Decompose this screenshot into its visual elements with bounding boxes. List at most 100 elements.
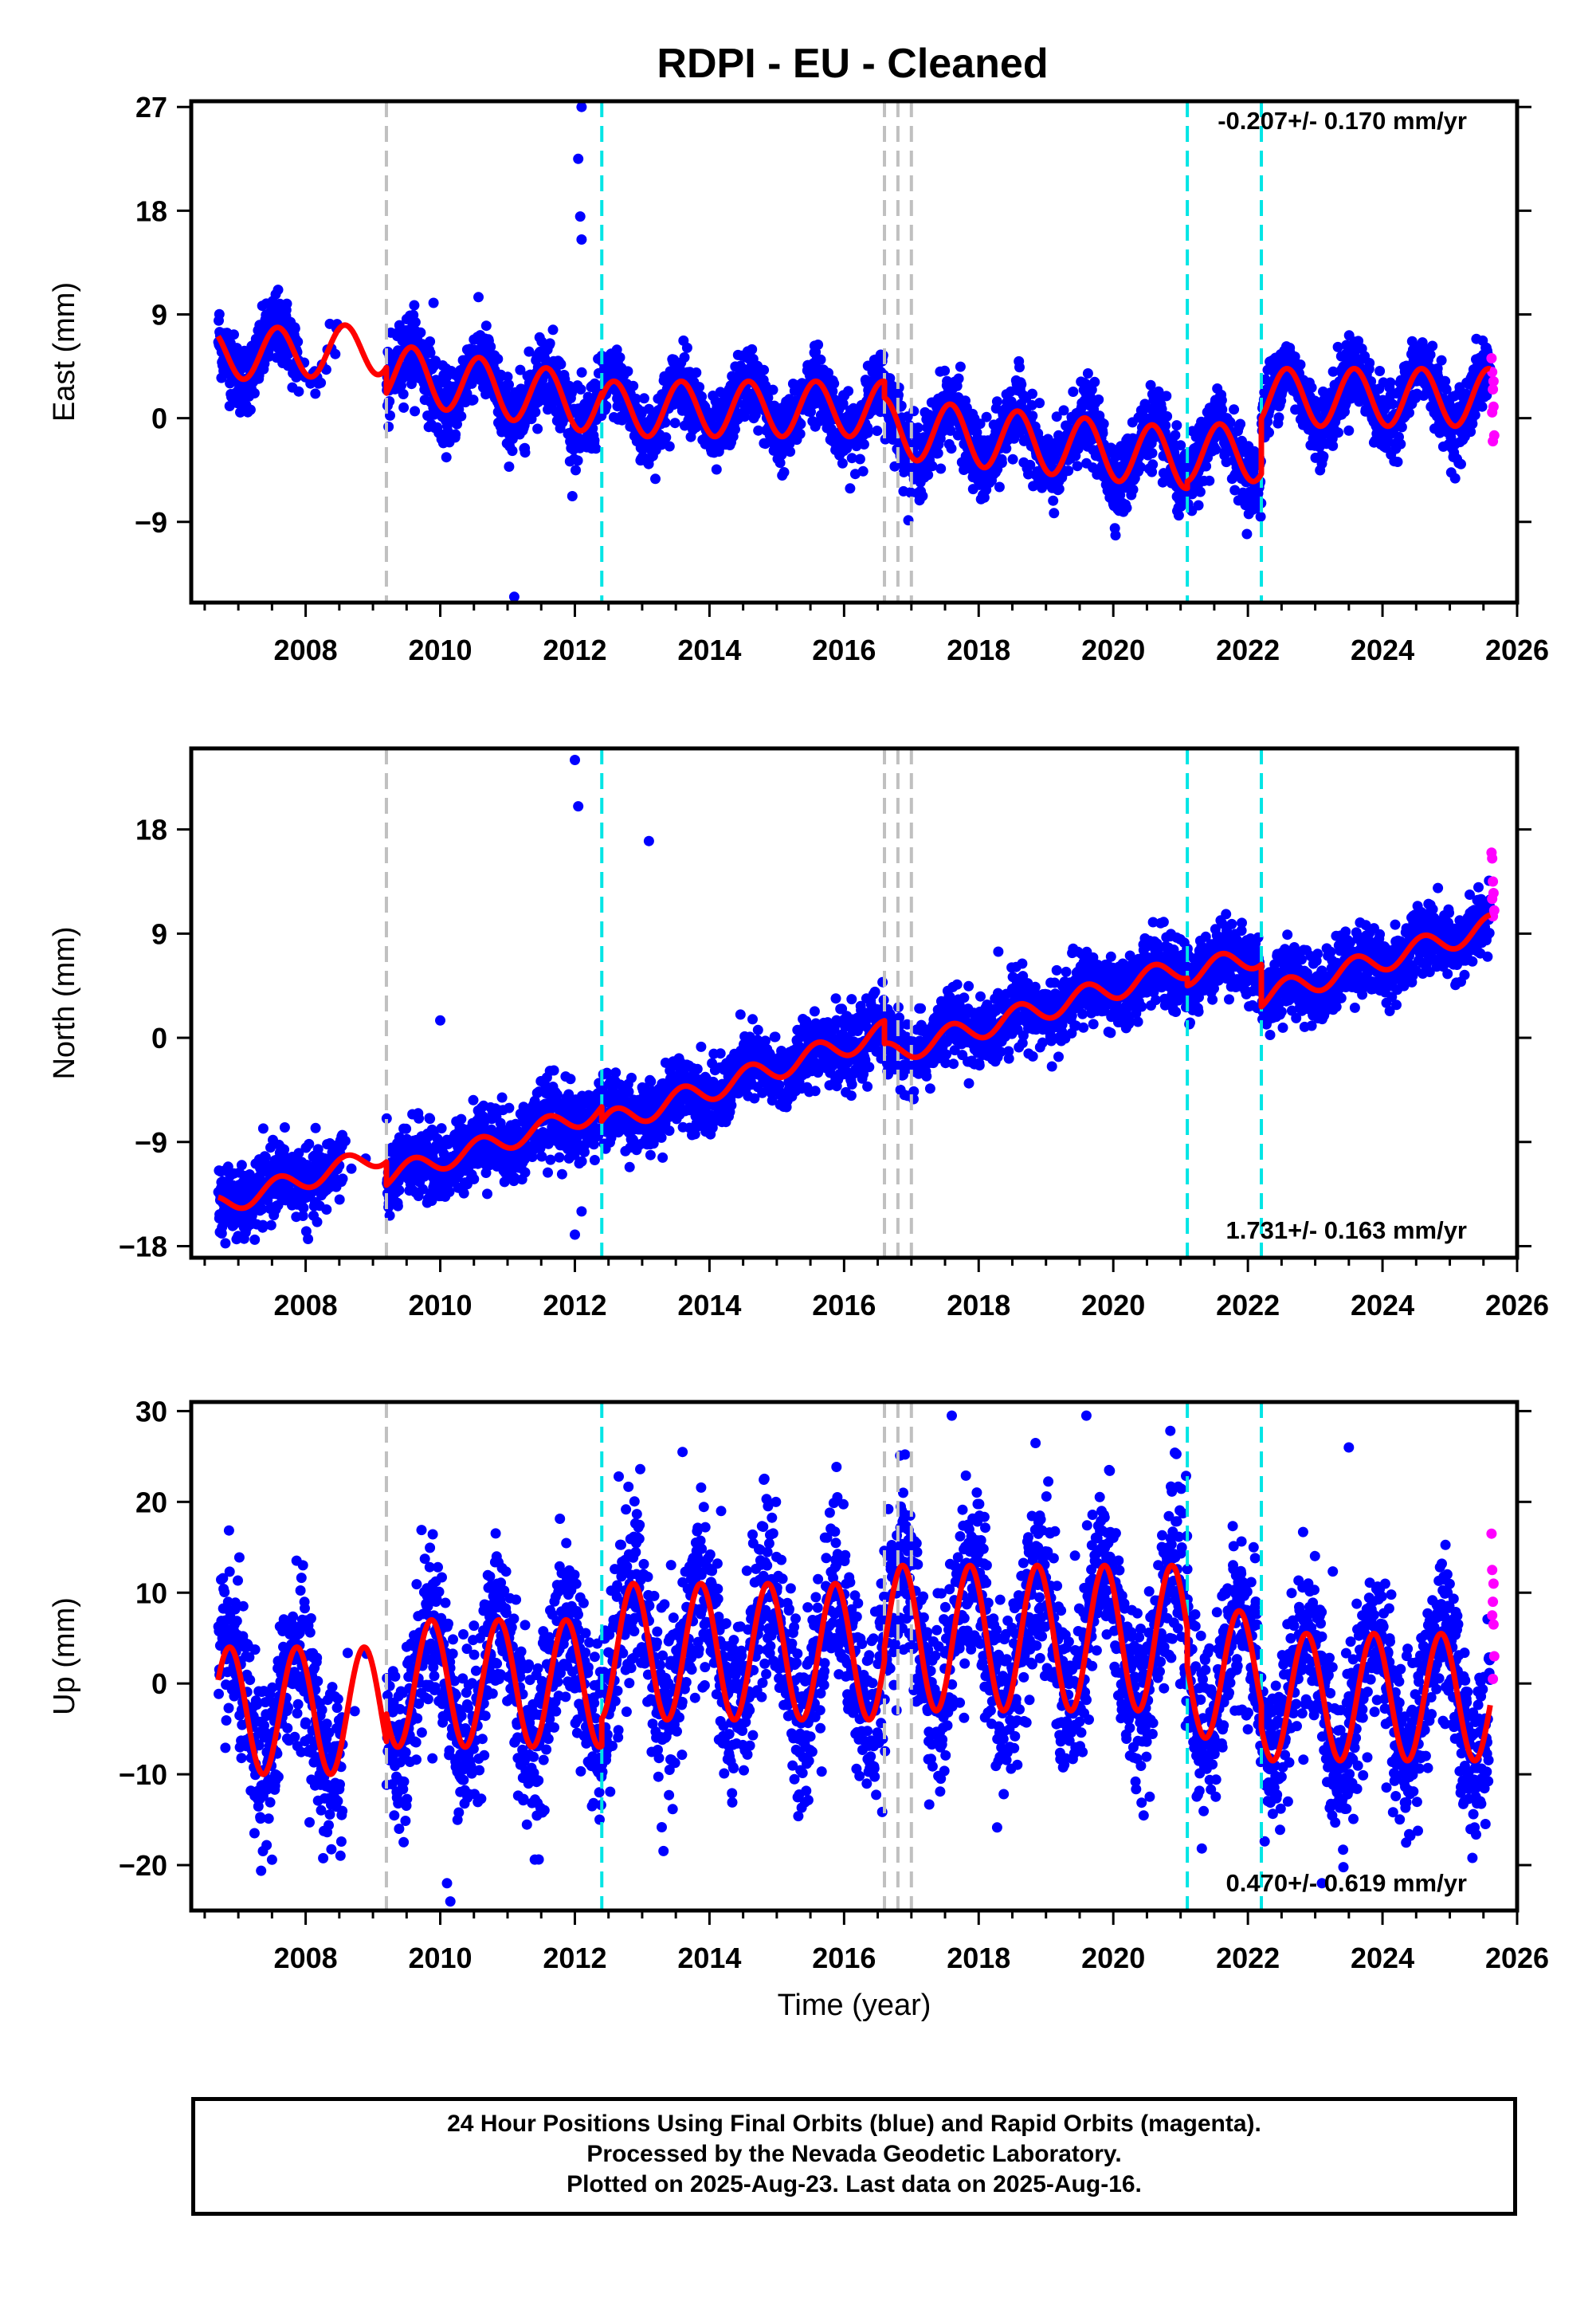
figure-title: RDPI - EU - Cleaned [657,41,1048,87]
east-data-point [409,300,419,311]
east-x-tick-label: 2024 [1351,634,1414,666]
east-data-point [813,340,823,350]
east-data-point [1450,473,1461,484]
east-data-point [456,411,466,422]
east-data-point [1274,412,1284,422]
east-outlier-point [575,211,586,222]
east-data-point [1318,451,1328,461]
east-data-point [670,418,680,428]
east-data-point [650,473,661,484]
east-data-point [1147,448,1158,458]
east-data-point [545,338,555,348]
east-outlier-point [509,591,520,602]
north-data-point [280,1122,290,1133]
east-rapid-point [1488,376,1499,387]
east-data-point [245,405,256,415]
east-data-point [398,403,409,413]
east-data-point [829,379,839,389]
east-data-point [862,428,873,438]
east-data-point [1027,389,1037,399]
east-velocity-label: -0.207+/- 0.170 mm/yr [1218,107,1467,135]
east-data-point [639,393,649,403]
north-data-point [469,1174,479,1184]
east-data-point [1387,399,1398,410]
east-data-point [858,466,869,477]
east-data-point [425,336,435,347]
east-data-point [1393,457,1403,467]
east-data-point [273,285,284,295]
east-data-point [1241,529,1252,540]
east-data-point [759,365,769,375]
north-data-point [545,1155,555,1165]
north-data-point [220,1238,230,1248]
east-data-point [481,320,492,331]
north-data-point [335,1195,345,1205]
north-data-point [469,1095,479,1105]
east-data-point [1160,420,1171,430]
east-data-point [1089,377,1100,387]
north-data-point [394,1185,404,1196]
north-final-orbit-points [214,755,1496,1248]
east-data-point [293,387,304,397]
east-x-tick-label: 2026 [1485,634,1549,666]
east-data-point [1256,512,1266,522]
east-data-point [504,461,514,472]
east-data-point [779,467,790,477]
east-data-point [1175,440,1186,450]
east-data-point [955,362,966,372]
north-data-point [237,1160,247,1170]
east-data-point [628,381,638,391]
north-data-point [258,1123,269,1133]
east-data-point [1174,510,1184,520]
east-data-point [577,367,587,378]
east-y-tick-label: 27 [135,91,167,124]
east-data-point [1171,420,1182,430]
east-data-point [935,464,946,474]
east-data-point [1210,445,1221,455]
east-data-point [1059,405,1069,415]
east-data-point [532,424,543,434]
east-data-point [1364,358,1374,368]
east-data-point [1470,410,1480,420]
east-data-point [665,442,675,452]
east-data-point [1425,350,1436,360]
east-data-point [1170,430,1180,441]
east-data-point [450,430,461,440]
east-data-point [1343,426,1354,436]
east-data-point [712,465,722,475]
north-data-point [338,1173,348,1184]
east-outlier-point [429,298,439,308]
east-data-point [691,367,701,378]
east-data-point [1099,418,1109,429]
east-x-tick-label: 2008 [274,634,338,666]
east-rapid-point [1486,353,1496,363]
east-data-point [1161,391,1171,401]
east-data-point [1063,465,1073,476]
north-data-point [303,1234,313,1244]
east-data-point [290,324,300,334]
north-data-point [340,1136,351,1146]
east-data-point [982,412,992,422]
east-x-tick-label: 2022 [1216,634,1280,666]
east-data-point [615,352,625,363]
east-data-point [441,452,452,462]
east-data-point [571,465,581,475]
east-data-point [1128,485,1139,495]
north-data-point [249,1235,260,1245]
east-data-point [1201,461,1211,472]
east-data-point [410,317,421,328]
east-data-point [1327,441,1338,451]
east-data-point [785,446,795,457]
north-data-point [304,1139,314,1149]
east-data-point [917,491,927,501]
east-data-point [1111,530,1121,540]
east-data-point [1204,476,1214,486]
east-data-point [1068,387,1078,397]
east-data-point [1395,439,1406,450]
north-data-point [266,1220,276,1231]
east-data-point [415,328,425,338]
east-data-point [1054,484,1065,494]
east-data-point [837,458,848,469]
